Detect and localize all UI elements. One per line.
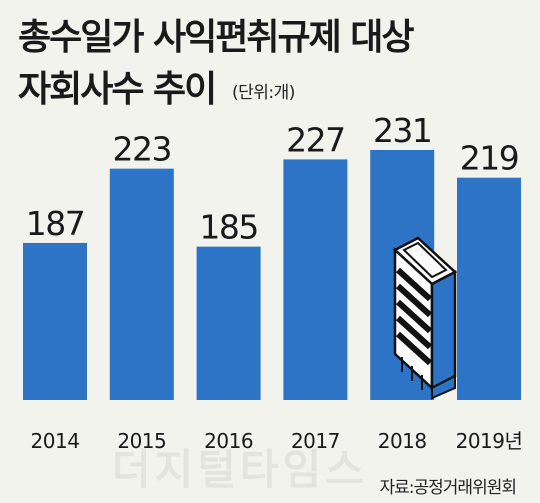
building-icon [392, 236, 458, 400]
chart-title-line-2: 자회사수 추이 [18, 69, 217, 110]
unit-label: (단위:개) [232, 83, 295, 103]
x-tick-label-2016: 2016 [204, 429, 253, 453]
x-tick-label-2014: 2014 [31, 429, 80, 453]
bar-2015 [109, 168, 174, 400]
x-tick-label-2018: 2018 [378, 429, 427, 453]
data-label-2015: 223 [113, 130, 172, 169]
x-tick-label-2019년: 2019년 [456, 429, 523, 453]
bar-2019년 [457, 177, 521, 400]
data-label-2019년: 219 [460, 139, 519, 178]
bars-group: 187 2014 223 2015 185 2016 227 2017 231 2018 219 20… [23, 111, 523, 453]
x-tick-label-2017: 2017 [291, 429, 340, 453]
bar-2014 [23, 242, 87, 400]
data-label-2017: 227 [286, 120, 345, 159]
source-note: 자료:공정거래위원회 [379, 478, 517, 498]
data-label-2016: 185 [199, 208, 258, 247]
bar-2016 [196, 246, 261, 400]
x-tick-label-2015: 2015 [117, 429, 166, 453]
chart-title-line-1: 총수일가 사익편취규제 대상 [18, 17, 415, 58]
bar-2017 [283, 159, 348, 400]
data-label-2018: 231 [373, 111, 432, 150]
data-label-2014: 187 [26, 204, 85, 243]
